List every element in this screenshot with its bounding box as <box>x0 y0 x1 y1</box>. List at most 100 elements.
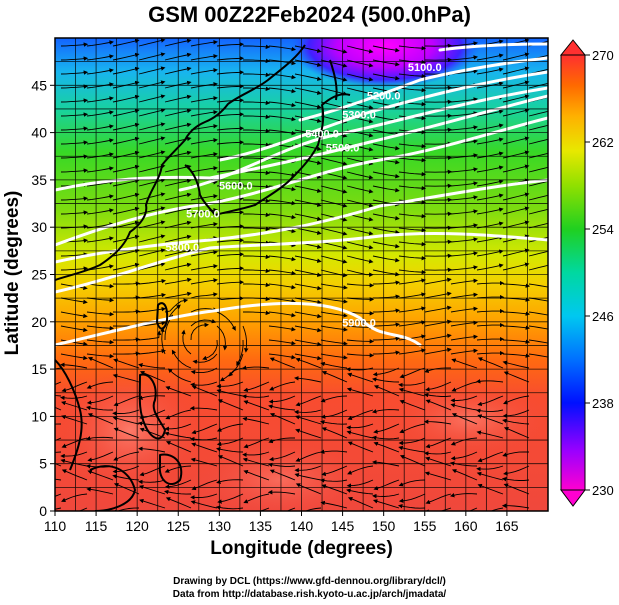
streamline-segment <box>294 376 322 383</box>
streamline-segment <box>138 395 166 400</box>
streamline-segment <box>372 269 400 277</box>
x-tick-label: 165 <box>495 518 519 534</box>
streamline-segment <box>425 456 452 467</box>
streamline-segment <box>320 185 348 194</box>
streamline-segment <box>139 409 166 420</box>
streamline-segment <box>346 430 374 439</box>
streamline-segment <box>190 500 218 509</box>
colorbar-max-arrow <box>559 39 587 56</box>
streamline-segment <box>528 297 548 302</box>
streamline-segment <box>424 113 453 119</box>
streamline-segment <box>216 126 245 131</box>
streamline-segment <box>60 311 88 319</box>
coast-borneo <box>89 465 136 511</box>
streamline-segment <box>450 111 479 117</box>
streamline-segment <box>164 122 192 131</box>
streamline-segment <box>503 426 530 439</box>
streamline-segment <box>181 329 192 355</box>
coast-indochina <box>55 359 83 471</box>
contour-label: 5100.0 <box>408 62 442 74</box>
streamline-segment <box>243 198 271 204</box>
streamline-segment <box>55 423 62 425</box>
streamline-segment <box>112 150 140 159</box>
streamline-segment <box>346 185 374 194</box>
streamline-segment <box>55 478 62 481</box>
streamline-segment <box>60 297 88 305</box>
streamline-segment <box>269 381 296 391</box>
streamline-segment <box>476 165 504 173</box>
colorbar-ticks: 230 238 246 254 262 270 <box>585 48 614 498</box>
streamline-segment <box>215 447 244 453</box>
streamline-segment <box>346 241 374 250</box>
streamline-segment <box>424 471 452 481</box>
streamline-segment <box>216 98 245 103</box>
streamline-segment <box>217 399 244 411</box>
streamline-segment <box>86 339 115 345</box>
streamline-segment <box>86 68 114 75</box>
streamline-segment <box>425 437 452 449</box>
coast-sakhalin <box>329 59 338 101</box>
streamline-segment <box>87 413 114 425</box>
streamline-segment <box>60 353 88 361</box>
streamline-segment <box>86 138 114 145</box>
streamline-segment <box>269 412 296 425</box>
streamline-segment <box>164 108 192 117</box>
streamline-segment <box>216 84 245 89</box>
streamline-segment <box>320 227 348 236</box>
streamline-segment <box>138 262 166 271</box>
streamline-segment <box>268 171 297 178</box>
streamline-segment <box>398 185 427 191</box>
streamline-segment <box>294 409 322 415</box>
streamline-segment <box>346 171 374 180</box>
colorbar-min-arrow <box>560 489 586 507</box>
streamline-segment <box>294 473 322 481</box>
streamline-segment <box>476 465 504 472</box>
streamline-segment <box>476 123 504 131</box>
streamline-segment <box>268 339 296 346</box>
streamline-segment <box>61 414 88 425</box>
streamline-segment <box>216 388 244 397</box>
streamline-segment <box>320 213 348 222</box>
coast-korea <box>184 164 216 216</box>
streamline-segment <box>346 73 374 82</box>
streamline-segment <box>268 437 295 444</box>
contour-label: 5600.0 <box>219 180 253 192</box>
streamline-segment <box>243 310 271 316</box>
streamline-segment <box>242 457 270 467</box>
streamline-segment <box>190 68 218 75</box>
x-tick-label: 155 <box>413 518 437 534</box>
streamline-segment <box>398 437 426 446</box>
streamline-segment <box>450 167 479 173</box>
streamline-segment <box>320 339 348 346</box>
streamline-segment <box>398 493 426 503</box>
streamline-segment <box>112 164 140 173</box>
streamline-segment <box>112 108 140 117</box>
streamline-segment <box>165 386 192 397</box>
streamline-segment <box>268 199 297 206</box>
streamline-segment <box>294 185 322 193</box>
streamline-segment <box>321 371 348 383</box>
streamline-segment <box>373 441 400 453</box>
streamline-segment <box>450 195 479 201</box>
streamline-segment <box>138 206 166 215</box>
streamline-segment <box>528 110 548 117</box>
y-tick-label: 35 <box>31 172 47 188</box>
streamline-segment <box>476 322 505 328</box>
streamline-segment <box>138 363 166 369</box>
streamline-segment <box>320 59 348 68</box>
streamline-segment <box>372 255 400 263</box>
streamline-segment <box>373 423 400 434</box>
streamline-segment <box>138 192 166 201</box>
streamline-segment <box>476 336 505 342</box>
streamline-segment <box>243 226 271 232</box>
streamline-segment <box>86 208 114 215</box>
streamline-segment <box>424 57 453 63</box>
streamline-segment <box>165 441 192 453</box>
streamline-segment <box>191 442 218 453</box>
streamline-segment <box>60 325 88 333</box>
streamline-segment <box>60 42 89 47</box>
streamline-segment <box>139 465 166 477</box>
streamline-segment <box>320 297 348 304</box>
streamline-segment <box>60 56 89 61</box>
streamline-segment <box>425 399 452 411</box>
